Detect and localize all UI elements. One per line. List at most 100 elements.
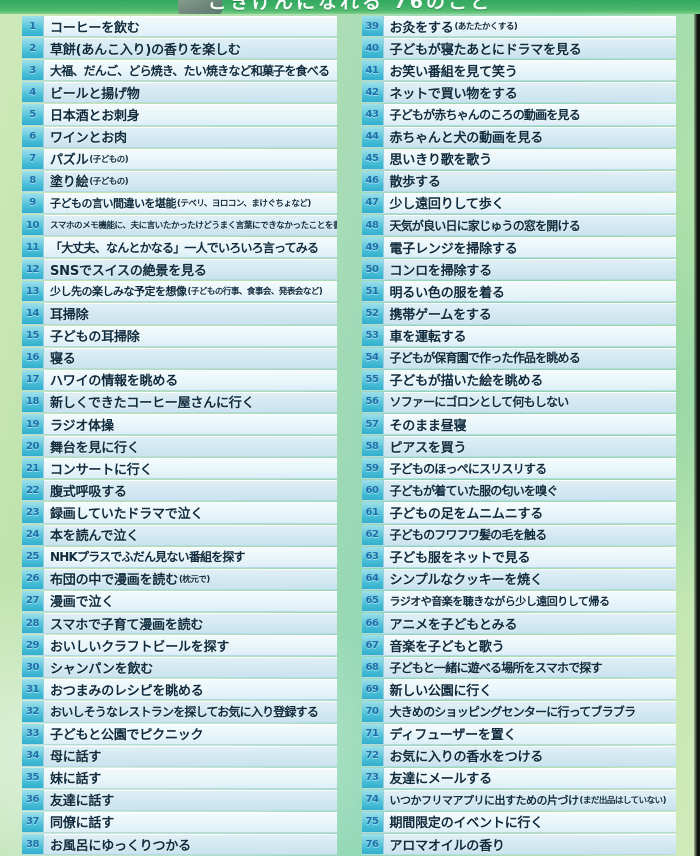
- list-row-text: 子どもの耳掃除: [44, 326, 337, 346]
- list-row-label: アニメを子どもとみる: [389, 617, 518, 633]
- list-row-number: 60: [361, 480, 384, 501]
- list-row: 35 妹に話す: [22, 767, 337, 789]
- list-row-label: ワインとお肉: [50, 131, 127, 147]
- list-row-text: ラジオや音楽を聴きながら少し遠回りして帰る: [384, 591, 677, 611]
- list-row-text: 友達に話す: [44, 790, 337, 810]
- list-row-text: 少し遠回りして歩く: [384, 193, 677, 213]
- list-row-label: 赤ちゃんと犬の動画を見る: [389, 131, 544, 147]
- list-row-text: おつまみのレシピを眺める: [44, 679, 337, 699]
- list-row: 21 コンサートに行く: [22, 458, 337, 480]
- list-row-number: 7: [22, 148, 44, 169]
- list-row: 22 腹式呼吸する: [22, 480, 337, 502]
- list-row: 37 同僚に話す: [22, 811, 337, 834]
- list-row-label: 子どものほっぺにスリスリする: [389, 461, 548, 476]
- list-row-text: SNSでスイスの絶景を見る: [44, 259, 337, 279]
- list-row-text: 子どもが描いた絵を眺める: [384, 370, 677, 390]
- list-row-label: 子どものフワフワ髪の毛を触る: [389, 528, 548, 543]
- list-row-label: おいしそうなレストランを探してお気に入り登録する: [50, 704, 319, 719]
- list-row-label: 妹に話す: [50, 772, 102, 788]
- list-row-number: 33: [22, 723, 44, 744]
- list-row-text: 大福、だんご、どら焼き、たい焼きなど和菓子を食べる: [44, 60, 337, 80]
- list-row-text: 赤ちゃんと犬の動画を見る: [384, 127, 677, 147]
- list-row-number: 68: [361, 657, 384, 678]
- list-row-note: (テベリ、ヨロコン、まけぐちょなど): [177, 198, 311, 209]
- list-row-text: 子どもの言い間違いを堪能 (テベリ、ヨロコン、まけぐちょなど): [44, 193, 337, 213]
- list-row-label: 大福、だんご、どら焼き、たい焼きなど和菓子を食べる: [50, 63, 330, 78]
- list-column-left: 1 コーヒーを飲む 2 草餅(あんこ入り)の香りを楽しむ 3 大福、だんご、どら焼き、たい…: [22, 16, 337, 856]
- list-row-text: 思いきり歌を歌う: [384, 149, 677, 169]
- list-row: 29 おいしいクラフトビールを探す: [22, 635, 337, 657]
- list-row: 58 ピアスを買う: [361, 436, 676, 458]
- list-row-number: 74: [361, 789, 384, 810]
- list-row-label: 子どもが赤ちゃんのころの動画を見る: [389, 107, 581, 122]
- list-row-label: 本を読んで泣く: [50, 529, 139, 545]
- list-row-number: 2: [22, 38, 44, 59]
- list-row: 23 録画していたドラマで泣く: [22, 502, 337, 524]
- list-row-number: 55: [361, 369, 384, 390]
- list-row-text: アロマオイルの香り: [384, 834, 677, 854]
- list-row-number: 5: [22, 104, 44, 125]
- list-row-label: 散歩する: [389, 175, 441, 191]
- list-row-number: 13: [22, 281, 44, 302]
- list-row-text: パズル (子どもの): [44, 149, 337, 169]
- list-row-label: アロマオイルの香り: [389, 838, 505, 854]
- list-row-label: 草餅(あんこ入り)の香りを楽しむ: [50, 42, 241, 58]
- list-row: 64 シンプルなクッキーを焼く: [361, 568, 676, 590]
- list-row-number: 70: [361, 701, 384, 722]
- list-row-number: 56: [361, 391, 384, 412]
- list-row-text: ラジオ体操: [44, 414, 337, 434]
- list-row: 3 大福、だんご、どら焼き、たい焼きなど和菓子を食べる: [22, 60, 337, 82]
- list-row-number: 43: [361, 104, 384, 125]
- list-row-number: 26: [22, 568, 44, 589]
- list-row-text: 塗り絵 (子どもの): [44, 171, 337, 191]
- list-row-label: 耳掃除: [50, 307, 89, 323]
- list-row-text: 明るい色の服を着る: [384, 281, 677, 301]
- list-row-label: 子どもと公園でピクニック: [50, 728, 204, 744]
- list-row-label: 友達にメールする: [389, 772, 493, 788]
- list-row-label: 「大丈夫、なんとかなる」一人でいろいろ言ってみる: [50, 240, 319, 255]
- list-row-number: 61: [361, 502, 384, 523]
- list-row-number: 48: [361, 214, 384, 236]
- list-row-number: 58: [361, 436, 384, 457]
- list-row-number: 22: [22, 480, 44, 501]
- list-row-label: 寝る: [50, 352, 76, 368]
- list-row-number: 29: [22, 635, 44, 656]
- list-row-label: 布団の中で漫画を読む: [50, 573, 179, 589]
- list-row-label: いつかフリマアプリに出すための片づけ: [389, 793, 580, 807]
- list-row-number: 34: [22, 745, 44, 766]
- list-row-text: 布団の中で漫画を読む (枕元で): [44, 569, 337, 589]
- list-row: 72 お気に入りの香水をつける: [361, 745, 676, 767]
- list-row-number: 64: [361, 568, 384, 589]
- list-row: 6 ワインとお肉: [22, 126, 337, 148]
- list-row-number: 40: [361, 38, 384, 59]
- list-row: 46 散歩する: [361, 170, 677, 192]
- list-row-number: 39: [361, 16, 384, 37]
- list-row-number: 54: [361, 347, 384, 368]
- list-row-text: 新しい公園に行く: [384, 679, 677, 699]
- list-row: 44 赤ちゃんと犬の動画を見る: [361, 126, 677, 148]
- list-row: 12 SNSでスイスの絶景を見る: [22, 259, 337, 281]
- list-row-number: 76: [361, 834, 384, 855]
- list-row-number: 17: [22, 369, 44, 390]
- list-row-number: 20: [22, 436, 44, 457]
- list-row: 66 アニメを子どもとみる: [361, 612, 676, 635]
- list-row-number: 19: [22, 413, 44, 435]
- list-row-text: 電子レンジを掃除する: [384, 237, 677, 257]
- list-row-number: 62: [361, 524, 384, 545]
- list-row-text: 新しくできたコーヒー屋さんに行く: [44, 392, 337, 412]
- list-row-label: 思いきり歌を歌う: [389, 153, 493, 169]
- list-row-label: 子どもが保育園で作った作品を眺める: [389, 351, 581, 366]
- list-row: 74 いつかフリマアプリに出すための片づけ (まだ出品はしていない): [361, 789, 676, 811]
- list-row-label: 大きめのショッピングセンターに行ってブラブラ: [389, 704, 637, 719]
- list-row: 71 ディフューザーを置く: [361, 723, 676, 745]
- list-row: 75 期間限定のイベントに行く: [361, 811, 676, 834]
- list-row: 42 ネットで買い物をする: [361, 82, 676, 104]
- list-row-text: 子どものフワフワ髪の毛を触る: [384, 525, 677, 545]
- list-row: 47 少し遠回りして歩く: [361, 192, 677, 214]
- list-row-label: コンサートに行く: [50, 462, 153, 478]
- list-row-text: 散歩する: [384, 171, 677, 191]
- list-row-label: 録画していたドラマで泣く: [50, 506, 204, 522]
- list-row: 17 ハワイの情報を眺める: [22, 369, 337, 391]
- list-row-text: 子どもが着ていた服の匂いを嗅ぐ: [384, 480, 677, 500]
- list-row-number: 28: [22, 612, 44, 634]
